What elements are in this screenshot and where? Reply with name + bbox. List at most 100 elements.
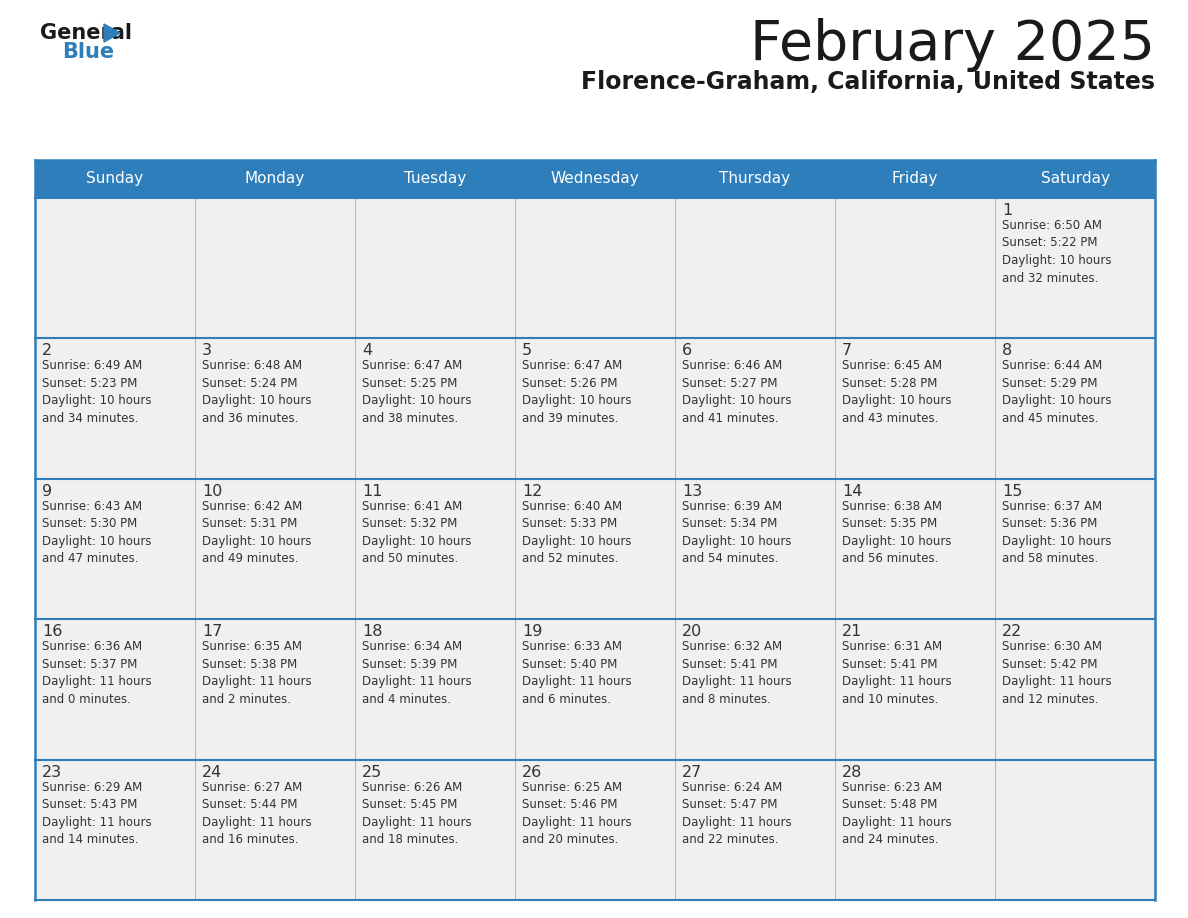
Text: Sunrise: 6:27 AM
Sunset: 5:44 PM
Daylight: 11 hours
and 16 minutes.: Sunrise: 6:27 AM Sunset: 5:44 PM Dayligh… bbox=[202, 780, 311, 846]
Text: 12: 12 bbox=[522, 484, 543, 498]
Bar bbox=[355, 620, 516, 759]
Bar bbox=[34, 620, 195, 759]
Bar bbox=[355, 759, 516, 900]
Text: Sunrise: 6:30 AM
Sunset: 5:42 PM
Daylight: 11 hours
and 12 minutes.: Sunrise: 6:30 AM Sunset: 5:42 PM Dayligh… bbox=[1001, 640, 1112, 706]
Bar bbox=[355, 339, 516, 479]
Bar bbox=[996, 759, 1155, 900]
Bar bbox=[516, 759, 675, 900]
Text: Sunrise: 6:34 AM
Sunset: 5:39 PM
Daylight: 11 hours
and 4 minutes.: Sunrise: 6:34 AM Sunset: 5:39 PM Dayligh… bbox=[362, 640, 472, 706]
Text: 4: 4 bbox=[362, 343, 372, 358]
Text: Thursday: Thursday bbox=[720, 172, 790, 186]
Text: Sunrise: 6:45 AM
Sunset: 5:28 PM
Daylight: 10 hours
and 43 minutes.: Sunrise: 6:45 AM Sunset: 5:28 PM Dayligh… bbox=[842, 360, 952, 425]
Text: Sunrise: 6:43 AM
Sunset: 5:30 PM
Daylight: 10 hours
and 47 minutes.: Sunrise: 6:43 AM Sunset: 5:30 PM Dayligh… bbox=[42, 499, 152, 565]
Bar bbox=[835, 198, 996, 339]
Text: Saturday: Saturday bbox=[1041, 172, 1110, 186]
Text: Sunrise: 6:25 AM
Sunset: 5:46 PM
Daylight: 11 hours
and 20 minutes.: Sunrise: 6:25 AM Sunset: 5:46 PM Dayligh… bbox=[522, 780, 632, 846]
Bar bbox=[34, 479, 195, 620]
Text: 19: 19 bbox=[522, 624, 543, 639]
Text: Sunrise: 6:47 AM
Sunset: 5:26 PM
Daylight: 10 hours
and 39 minutes.: Sunrise: 6:47 AM Sunset: 5:26 PM Dayligh… bbox=[522, 360, 632, 425]
Text: 8: 8 bbox=[1001, 343, 1012, 358]
Text: Wednesday: Wednesday bbox=[550, 172, 639, 186]
Text: Sunrise: 6:40 AM
Sunset: 5:33 PM
Daylight: 10 hours
and 52 minutes.: Sunrise: 6:40 AM Sunset: 5:33 PM Dayligh… bbox=[522, 499, 632, 565]
Text: 22: 22 bbox=[1001, 624, 1022, 639]
Bar bbox=[835, 620, 996, 759]
Bar bbox=[195, 198, 355, 339]
Text: 11: 11 bbox=[362, 484, 383, 498]
Bar bbox=[996, 198, 1155, 339]
Text: Sunrise: 6:41 AM
Sunset: 5:32 PM
Daylight: 10 hours
and 50 minutes.: Sunrise: 6:41 AM Sunset: 5:32 PM Dayligh… bbox=[362, 499, 472, 565]
Text: Sunrise: 6:31 AM
Sunset: 5:41 PM
Daylight: 11 hours
and 10 minutes.: Sunrise: 6:31 AM Sunset: 5:41 PM Dayligh… bbox=[842, 640, 952, 706]
Text: Sunrise: 6:49 AM
Sunset: 5:23 PM
Daylight: 10 hours
and 34 minutes.: Sunrise: 6:49 AM Sunset: 5:23 PM Dayligh… bbox=[42, 360, 152, 425]
Bar bbox=[675, 620, 835, 759]
Text: Florence-Graham, California, United States: Florence-Graham, California, United Stat… bbox=[581, 70, 1155, 94]
Text: Sunrise: 6:26 AM
Sunset: 5:45 PM
Daylight: 11 hours
and 18 minutes.: Sunrise: 6:26 AM Sunset: 5:45 PM Dayligh… bbox=[362, 780, 472, 846]
Text: General: General bbox=[40, 23, 132, 43]
Bar bbox=[34, 198, 195, 339]
Bar bbox=[996, 339, 1155, 479]
Text: 24: 24 bbox=[202, 765, 222, 779]
Text: 28: 28 bbox=[842, 765, 862, 779]
Bar bbox=[516, 339, 675, 479]
Text: 26: 26 bbox=[522, 765, 542, 779]
Text: Sunrise: 6:50 AM
Sunset: 5:22 PM
Daylight: 10 hours
and 32 minutes.: Sunrise: 6:50 AM Sunset: 5:22 PM Dayligh… bbox=[1001, 219, 1112, 285]
Bar bbox=[516, 479, 675, 620]
Text: 25: 25 bbox=[362, 765, 383, 779]
Text: 27: 27 bbox=[682, 765, 702, 779]
Text: 3: 3 bbox=[202, 343, 211, 358]
Bar bbox=[195, 479, 355, 620]
Text: Sunrise: 6:42 AM
Sunset: 5:31 PM
Daylight: 10 hours
and 49 minutes.: Sunrise: 6:42 AM Sunset: 5:31 PM Dayligh… bbox=[202, 499, 311, 565]
Bar bbox=[355, 198, 516, 339]
Bar bbox=[675, 479, 835, 620]
Text: 5: 5 bbox=[522, 343, 532, 358]
Text: Sunrise: 6:44 AM
Sunset: 5:29 PM
Daylight: 10 hours
and 45 minutes.: Sunrise: 6:44 AM Sunset: 5:29 PM Dayligh… bbox=[1001, 360, 1112, 425]
Text: Sunrise: 6:23 AM
Sunset: 5:48 PM
Daylight: 11 hours
and 24 minutes.: Sunrise: 6:23 AM Sunset: 5:48 PM Dayligh… bbox=[842, 780, 952, 846]
Text: Sunrise: 6:36 AM
Sunset: 5:37 PM
Daylight: 11 hours
and 0 minutes.: Sunrise: 6:36 AM Sunset: 5:37 PM Dayligh… bbox=[42, 640, 152, 706]
Text: 7: 7 bbox=[842, 343, 852, 358]
Bar bbox=[34, 160, 1155, 198]
Bar bbox=[675, 198, 835, 339]
Text: Sunrise: 6:46 AM
Sunset: 5:27 PM
Daylight: 10 hours
and 41 minutes.: Sunrise: 6:46 AM Sunset: 5:27 PM Dayligh… bbox=[682, 360, 791, 425]
Bar bbox=[355, 479, 516, 620]
Text: Sunrise: 6:35 AM
Sunset: 5:38 PM
Daylight: 11 hours
and 2 minutes.: Sunrise: 6:35 AM Sunset: 5:38 PM Dayligh… bbox=[202, 640, 311, 706]
Text: 20: 20 bbox=[682, 624, 702, 639]
Bar bbox=[195, 620, 355, 759]
Text: 17: 17 bbox=[202, 624, 222, 639]
Bar bbox=[516, 620, 675, 759]
Text: 18: 18 bbox=[362, 624, 383, 639]
Text: 16: 16 bbox=[42, 624, 63, 639]
Text: 15: 15 bbox=[1001, 484, 1023, 498]
Text: 23: 23 bbox=[42, 765, 62, 779]
Bar bbox=[675, 339, 835, 479]
Text: 21: 21 bbox=[842, 624, 862, 639]
Text: 1: 1 bbox=[1001, 203, 1012, 218]
Bar bbox=[835, 339, 996, 479]
Polygon shape bbox=[105, 24, 120, 42]
Text: Sunrise: 6:38 AM
Sunset: 5:35 PM
Daylight: 10 hours
and 56 minutes.: Sunrise: 6:38 AM Sunset: 5:35 PM Dayligh… bbox=[842, 499, 952, 565]
Text: Sunrise: 6:37 AM
Sunset: 5:36 PM
Daylight: 10 hours
and 58 minutes.: Sunrise: 6:37 AM Sunset: 5:36 PM Dayligh… bbox=[1001, 499, 1112, 565]
Bar bbox=[195, 339, 355, 479]
Text: February 2025: February 2025 bbox=[750, 18, 1155, 72]
Text: Sunday: Sunday bbox=[87, 172, 144, 186]
Text: 10: 10 bbox=[202, 484, 222, 498]
Text: Sunrise: 6:39 AM
Sunset: 5:34 PM
Daylight: 10 hours
and 54 minutes.: Sunrise: 6:39 AM Sunset: 5:34 PM Dayligh… bbox=[682, 499, 791, 565]
Bar bbox=[996, 479, 1155, 620]
Text: Sunrise: 6:24 AM
Sunset: 5:47 PM
Daylight: 11 hours
and 22 minutes.: Sunrise: 6:24 AM Sunset: 5:47 PM Dayligh… bbox=[682, 780, 791, 846]
Text: Blue: Blue bbox=[62, 42, 114, 62]
Text: Sunrise: 6:29 AM
Sunset: 5:43 PM
Daylight: 11 hours
and 14 minutes.: Sunrise: 6:29 AM Sunset: 5:43 PM Dayligh… bbox=[42, 780, 152, 846]
Text: Sunrise: 6:32 AM
Sunset: 5:41 PM
Daylight: 11 hours
and 8 minutes.: Sunrise: 6:32 AM Sunset: 5:41 PM Dayligh… bbox=[682, 640, 791, 706]
Text: 13: 13 bbox=[682, 484, 702, 498]
Text: 14: 14 bbox=[842, 484, 862, 498]
Text: 2: 2 bbox=[42, 343, 52, 358]
Text: 6: 6 bbox=[682, 343, 693, 358]
Text: Sunrise: 6:48 AM
Sunset: 5:24 PM
Daylight: 10 hours
and 36 minutes.: Sunrise: 6:48 AM Sunset: 5:24 PM Dayligh… bbox=[202, 360, 311, 425]
Bar bbox=[835, 759, 996, 900]
Text: Tuesday: Tuesday bbox=[404, 172, 466, 186]
Bar bbox=[34, 759, 195, 900]
Text: Friday: Friday bbox=[892, 172, 939, 186]
Text: Sunrise: 6:33 AM
Sunset: 5:40 PM
Daylight: 11 hours
and 6 minutes.: Sunrise: 6:33 AM Sunset: 5:40 PM Dayligh… bbox=[522, 640, 632, 706]
Bar bbox=[516, 198, 675, 339]
Bar bbox=[195, 759, 355, 900]
Text: Sunrise: 6:47 AM
Sunset: 5:25 PM
Daylight: 10 hours
and 38 minutes.: Sunrise: 6:47 AM Sunset: 5:25 PM Dayligh… bbox=[362, 360, 472, 425]
Bar bbox=[835, 479, 996, 620]
Text: Monday: Monday bbox=[245, 172, 305, 186]
